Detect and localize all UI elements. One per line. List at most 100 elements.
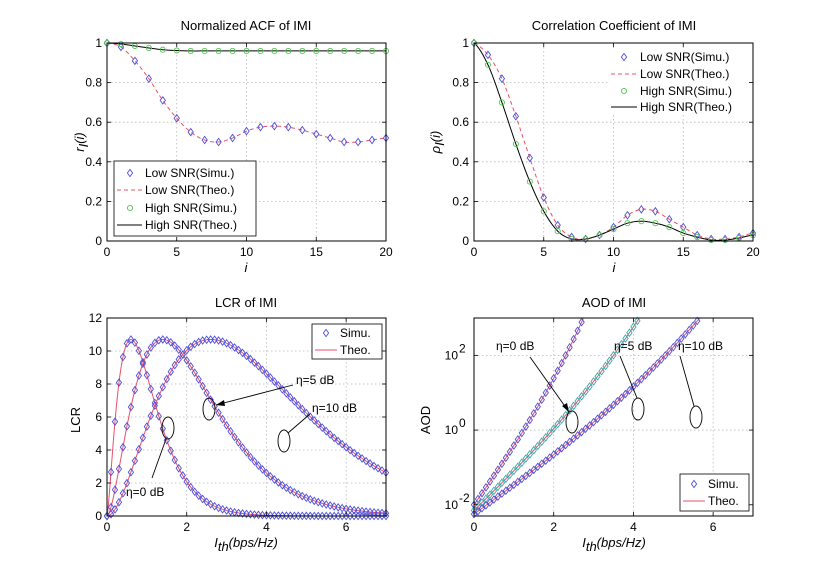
data-point — [624, 210, 631, 220]
lcr-data-point — [303, 408, 310, 418]
lcr-data-point — [283, 388, 290, 398]
lcr-data-point — [271, 511, 278, 520]
lcr-data-point — [283, 511, 290, 521]
data-point — [680, 230, 687, 237]
corr-legend-3: High SNR(Simu.) — [640, 84, 732, 98]
data-point — [694, 233, 701, 241]
lcr-data-point — [231, 432, 238, 442]
lcr-data-point — [378, 508, 386, 518]
lcr-data-point — [275, 478, 282, 487]
lcr-data-point — [235, 508, 242, 518]
series-line — [106, 42, 387, 143]
lcr-data-point — [143, 422, 151, 431]
x-tick-label: 10 — [240, 245, 254, 259]
lcr-data-point — [143, 370, 151, 380]
lcr-data-point — [167, 337, 174, 347]
lcr-arrow-10db — [287, 413, 311, 434]
aod-data-point — [498, 489, 506, 499]
lcr-data-point — [231, 343, 238, 352]
lcr-data-point — [299, 404, 306, 414]
aod-data-point — [594, 372, 601, 381]
lcr-data-point — [315, 419, 322, 429]
lcr-data-point — [350, 448, 358, 458]
lcr-data-point — [151, 401, 158, 410]
aod-xlabel: Ith(bps/Hz) — [582, 535, 646, 554]
x-tick-label: 20 — [379, 245, 393, 259]
data-point — [257, 47, 264, 54]
corr-title: Correlation Coefficient of IMI — [532, 18, 697, 33]
lcr-data-point — [255, 510, 262, 520]
corr-legend-keys — [611, 52, 637, 108]
legend-key-circle — [620, 87, 628, 95]
lcr-xlabel-sub: th — [218, 539, 229, 554]
aod-data-point — [646, 367, 653, 376]
data-point — [498, 99, 505, 106]
aod-data-point — [534, 441, 541, 451]
y-tick-label: 12 — [89, 311, 103, 325]
lcr-data-point — [319, 499, 326, 508]
aod-data-point — [626, 386, 633, 395]
lcr-data-point — [115, 378, 123, 387]
aod-data-point — [574, 431, 581, 440]
corr-ticks: 0 5 10 15 20 0 0.2 0.4 0.6 0.8 1 — [452, 36, 760, 259]
data-point — [638, 204, 645, 214]
lcr-legend: Simu. Theo. — [311, 323, 383, 360]
lcr-data-point — [239, 443, 246, 452]
aod-data-point — [614, 345, 621, 355]
lcr-data-point — [131, 338, 139, 347]
aod-data-point — [586, 382, 593, 391]
aod-data-point — [610, 400, 617, 410]
corr-plot-area — [470, 38, 757, 244]
aod-legend-1: Simu. — [708, 477, 739, 491]
acf-ylabel-paren: (i) — [72, 132, 87, 144]
aod-data-point — [590, 417, 597, 427]
lcr-data-point — [159, 335, 166, 344]
corr-legend-box — [608, 48, 749, 114]
data-point — [327, 47, 334, 54]
x-tick-label: 5 — [173, 245, 180, 259]
data-point — [131, 56, 139, 66]
aod-data-point — [634, 316, 641, 326]
y-tick-label: 10 — [445, 423, 459, 437]
data-point — [498, 74, 506, 84]
aod-data-point — [558, 415, 565, 425]
lcr-data-point — [223, 506, 230, 515]
data-point — [652, 220, 659, 227]
aod-data-point — [550, 450, 557, 459]
lcr-data-point — [107, 467, 115, 477]
x-tick-label: 4 — [630, 520, 637, 534]
aod-data-point — [474, 502, 482, 511]
aod-data-point — [602, 407, 609, 417]
lcr-data-point — [267, 373, 274, 382]
lcr-data-point — [287, 485, 294, 495]
aod-data-point — [666, 346, 673, 356]
lcr-data-point — [155, 411, 162, 421]
aod-data-point — [478, 503, 486, 513]
lcr-data-point — [127, 467, 135, 477]
aod-data-point — [538, 437, 545, 447]
data-point — [512, 140, 519, 148]
y-tick-label: 10 — [445, 498, 459, 512]
aod-data-point — [490, 495, 498, 504]
aod-data-point — [526, 415, 533, 425]
data-point — [187, 127, 194, 137]
data-point — [596, 230, 603, 240]
lcr-data-point — [191, 487, 198, 497]
lcr-data-point — [147, 384, 154, 394]
aod-data-point — [606, 403, 613, 413]
lcr-data-point — [219, 504, 226, 514]
aod-anno-0db: η=0 dB — [496, 339, 534, 353]
lcr-data-point — [339, 439, 346, 449]
aod-data-point — [558, 358, 565, 368]
lcr-data-point — [195, 374, 202, 384]
data-point — [341, 47, 348, 54]
lcr-data-point — [323, 426, 330, 436]
x-tick-label: 0 — [471, 520, 478, 534]
x-tick-label: 20 — [746, 245, 760, 259]
data-point — [540, 193, 547, 202]
lcr-data-point — [135, 371, 143, 380]
aod-data-point — [542, 388, 549, 398]
aod-xlabel-main: I — [582, 535, 586, 550]
data-point — [215, 137, 222, 147]
